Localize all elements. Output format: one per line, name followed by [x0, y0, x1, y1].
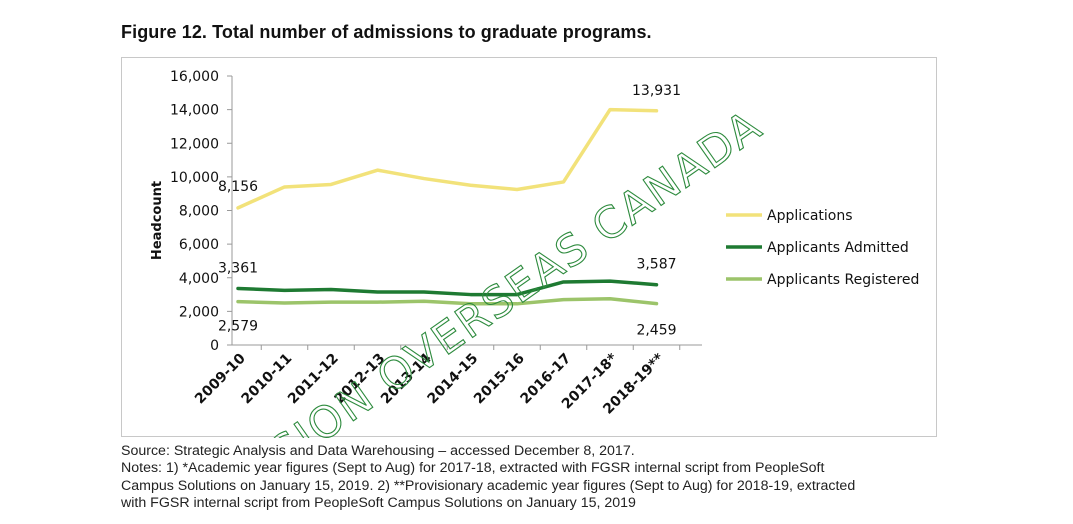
data-label: 8,156 — [218, 179, 258, 195]
series-line-3 — [236, 297, 659, 306]
data-label: 2,459 — [636, 323, 676, 339]
y-tick-label: 16,000 — [170, 69, 219, 85]
y-tick-label: 10,000 — [170, 170, 219, 186]
line-chart: 0 2,000 4,000 6,000 8,000 10,000 12,000 14,000 1… — [150, 69, 919, 438]
y-tick-label: 2,000 — [179, 304, 219, 320]
legend-label: Applicants Admitted — [767, 240, 909, 256]
figure-title: Figure 12. Total number of admissions to… — [121, 22, 652, 42]
y-tick-label: 14,000 — [170, 103, 219, 119]
y-tick-label: 4,000 — [179, 271, 219, 287]
data-label: 13,931 — [632, 83, 681, 99]
y-axis-title: Headcount — [150, 181, 165, 260]
data-label: 3,587 — [636, 257, 676, 273]
series-line-2 — [236, 279, 659, 297]
notes-line: Notes: 1) *Academic year figures (Sept t… — [121, 460, 825, 477]
legend-label: Applications — [767, 208, 853, 224]
series-line-1 — [236, 107, 659, 210]
y-tick-label: 12,000 — [170, 136, 219, 152]
data-label: 3,361 — [218, 260, 258, 276]
y-tick-label: 8,000 — [179, 204, 219, 220]
figure-notes: Source: Strategic Analysis and Data Ware… — [121, 443, 951, 512]
source-note: Source: Strategic Analysis and Data Ware… — [121, 443, 635, 459]
y-tick-label: 6,000 — [179, 237, 219, 253]
chart-frame: 0 2,000 4,000 6,000 8,000 10,000 12,000 14,000 1… — [121, 57, 937, 438]
data-label: 2,579 — [218, 319, 258, 335]
legend-label: Applicants Registered — [767, 272, 919, 288]
notes-line: with FGSR internal script from PeopleSof… — [121, 494, 636, 511]
y-tick-label: 0 — [210, 338, 219, 354]
notes-line: Campus Solutions on January 15, 2019. 2)… — [121, 477, 856, 494]
